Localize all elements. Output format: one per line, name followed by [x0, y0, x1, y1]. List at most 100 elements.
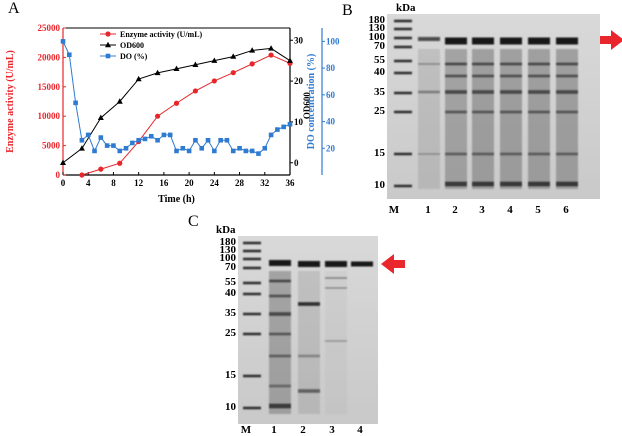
od600-point [211, 57, 218, 63]
legend-enzyme-marker [105, 31, 111, 37]
do-point [85, 132, 91, 138]
do-point [243, 148, 249, 154]
enzyme-point [154, 113, 161, 119]
do-point [161, 132, 167, 138]
protein-band [445, 152, 467, 156]
protein-band [298, 302, 320, 306]
legend-do-label: DO (%) [120, 52, 148, 61]
protein-band [556, 181, 578, 187]
right-tick-label: 100 [326, 36, 340, 46]
gel-b-image [387, 14, 600, 199]
do-point [180, 145, 186, 151]
protein-band [500, 90, 522, 94]
do-point [167, 132, 173, 138]
lane-smear [556, 49, 578, 189]
mid-tick-label: 30 [294, 35, 304, 45]
protein-band [325, 261, 347, 267]
do-point [281, 124, 286, 130]
protein-band [445, 110, 467, 114]
protein-band [445, 90, 467, 94]
legend-enzyme-label: Enzyme activity (U/mL) [120, 30, 203, 39]
protein-band [528, 181, 550, 187]
enzyme-line [81, 54, 291, 176]
protein-band [269, 403, 291, 409]
gel-b-marker-label: 180 [368, 14, 386, 26]
protein-band [472, 90, 494, 94]
protein-band [556, 74, 578, 78]
protein-band [269, 260, 291, 266]
protein-band [418, 90, 440, 94]
gel-c-marker-label: 35 [225, 307, 236, 319]
do-point [275, 127, 280, 132]
od600-point [192, 61, 199, 67]
do-point [287, 121, 293, 127]
left-tick-label: 20000 [38, 52, 61, 62]
gel-b-marker-label: 35 [374, 86, 385, 98]
od600-point [230, 53, 237, 59]
protein-band [500, 152, 522, 156]
left-tick-label: 25000 [38, 23, 61, 33]
do-point [155, 137, 160, 143]
lane-smear [472, 49, 494, 189]
left-tick-label: 10000 [38, 111, 61, 121]
marker-band [243, 332, 261, 336]
protein-band [472, 74, 494, 78]
marker-band [394, 19, 412, 23]
gel-c-marker-label: 130 [219, 244, 237, 256]
od600-point [97, 114, 104, 121]
legend-do-marker [105, 53, 111, 59]
enzyme-point [79, 172, 85, 178]
gel-c-target-arrow [381, 254, 405, 274]
protein-band [528, 90, 550, 94]
gel-b-kda-label: kDa [396, 2, 416, 14]
right-tick-label: 60 [326, 90, 336, 100]
gel-b-lane-label: 1 [425, 204, 431, 216]
protein-band [556, 152, 578, 156]
x-tick-label: 36 [286, 178, 296, 188]
do-point [148, 133, 154, 139]
gel-c-marker-label: 180 [219, 236, 237, 248]
do-point [186, 148, 192, 154]
gel-c-lane-label: 1 [271, 424, 277, 436]
marker-band [394, 36, 412, 40]
marker-band [394, 27, 412, 31]
marker-band [243, 281, 261, 285]
enzyme-point [192, 88, 199, 94]
enzyme-point [211, 78, 217, 84]
gel-b-lane-label: 5 [535, 204, 541, 216]
x-tick-label: 24 [210, 178, 220, 188]
protein-band [500, 110, 522, 114]
gel-b-lane-label: 6 [563, 204, 569, 216]
do-point [193, 137, 198, 143]
gel-b-marker-label: 100 [368, 31, 386, 43]
protein-band [472, 110, 494, 114]
marker-band [394, 71, 412, 75]
protein-band [269, 294, 291, 298]
lane-smear [418, 49, 440, 189]
marker-band [243, 257, 261, 261]
protein-band [472, 37, 494, 45]
protein-band [269, 312, 291, 316]
protein-band [418, 37, 440, 41]
do-point [224, 137, 230, 143]
protein-band [298, 354, 320, 358]
panel-b-letter: B [342, 2, 353, 19]
gel-b-marker-label: 10 [374, 179, 385, 191]
protein-band [298, 261, 320, 267]
do-point [130, 140, 135, 146]
left-tick-label: 5000 [42, 141, 61, 151]
left-axis-label: Enzyme activity (U/mL) [5, 50, 16, 153]
do-point [60, 39, 66, 44]
do-point [205, 137, 211, 143]
marker-band [394, 91, 412, 95]
marker-band [243, 406, 261, 410]
do-point [67, 52, 72, 58]
do-point [111, 143, 116, 148]
mid-tick-label: 10 [294, 117, 304, 127]
protein-band [325, 277, 347, 279]
do-point [199, 145, 205, 151]
marker-band [243, 292, 261, 296]
mid-tick-label: 20 [294, 76, 304, 86]
left-tick-label: 0 [56, 170, 61, 180]
gel-b-marker-label: 25 [374, 105, 385, 117]
